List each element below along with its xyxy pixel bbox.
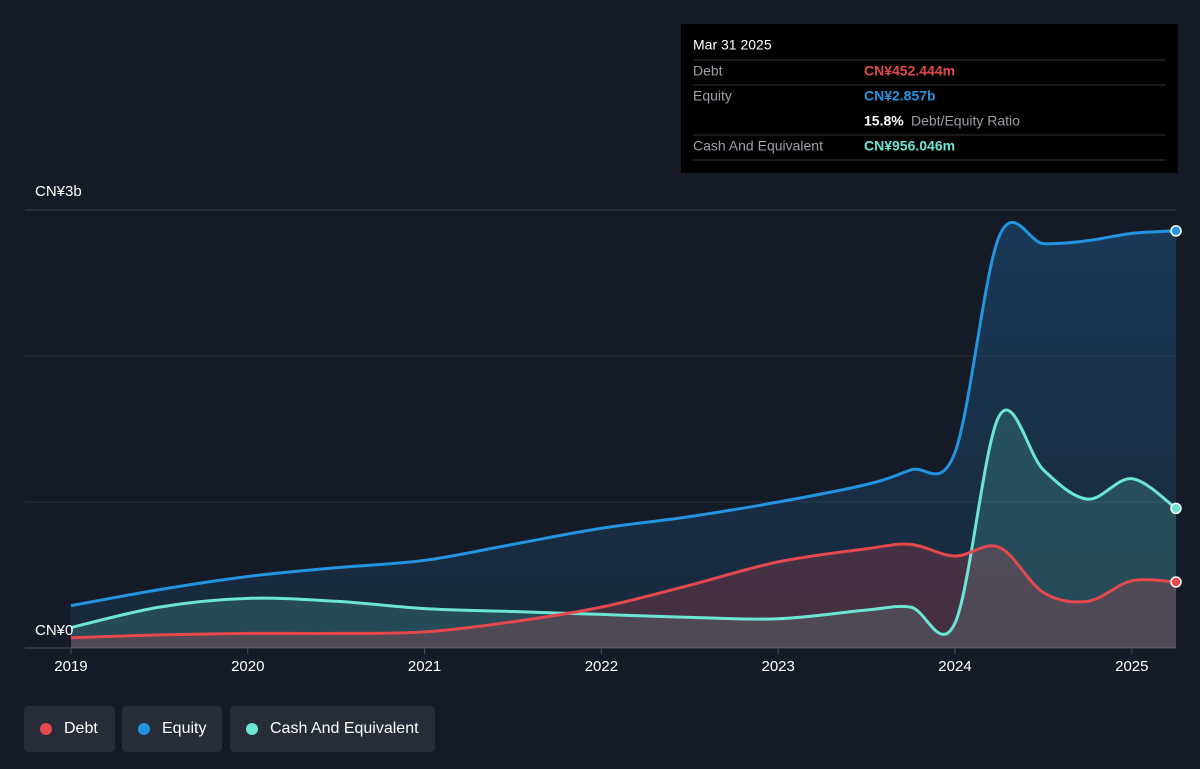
area [70, 544, 1177, 648]
tooltip-value: CN¥2.857b [864, 88, 936, 104]
x-tick-label: 2024 [938, 658, 971, 675]
tooltip-label: Debt [693, 63, 723, 79]
legend-item[interactable]: Cash And Equivalent [230, 706, 435, 752]
legend-swatch [40, 723, 52, 735]
legend-label: Debt [64, 720, 98, 737]
tooltip: Mar 31 2025 Debt CN¥452.444m Equity CN¥2… [681, 24, 1178, 173]
legend-label: Equity [162, 720, 207, 737]
y-tick-label: CN¥0 [35, 622, 73, 639]
end-point [1170, 576, 1182, 588]
tooltip-value: CN¥956.046m [864, 138, 955, 154]
tooltip-value: CN¥452.444m [864, 63, 955, 79]
tooltip-label: Equity [693, 88, 732, 104]
legend-item[interactable]: Equity [122, 706, 222, 752]
line [70, 220, 1177, 608]
x-tick-label: 2019 [54, 658, 87, 675]
legend-label: Cash And Equivalent [270, 720, 419, 737]
legend-swatch [246, 723, 258, 735]
end-point [1170, 225, 1182, 237]
plot: CN¥0 CN¥3b 2019 2020 2021 2022 2023 2024 2025 Ma… [25, 24, 1182, 675]
tooltip-ratio-text: Debt/Equity Ratio [911, 113, 1020, 129]
y-tick-label: CN¥3b [35, 183, 82, 200]
tooltip-ratio: 15.8% [864, 113, 904, 129]
tooltip-label: Cash And Equivalent [693, 138, 823, 154]
tooltip-box [681, 24, 1178, 173]
x-tick-label: 2021 [408, 658, 441, 675]
tooltip-date: Mar 31 2025 [693, 37, 772, 53]
x-tick-label: 2025 [1115, 658, 1148, 675]
x-tick-label: 2023 [762, 658, 795, 675]
line [70, 408, 1177, 636]
x-tick-label: 2022 [585, 658, 618, 675]
legend-item[interactable]: Debt [24, 706, 115, 752]
area [70, 410, 1177, 648]
area [70, 222, 1177, 649]
legend-swatch [138, 723, 150, 735]
x-tick-label: 2020 [231, 658, 264, 675]
end-point [1170, 502, 1182, 515]
line [70, 542, 1177, 640]
